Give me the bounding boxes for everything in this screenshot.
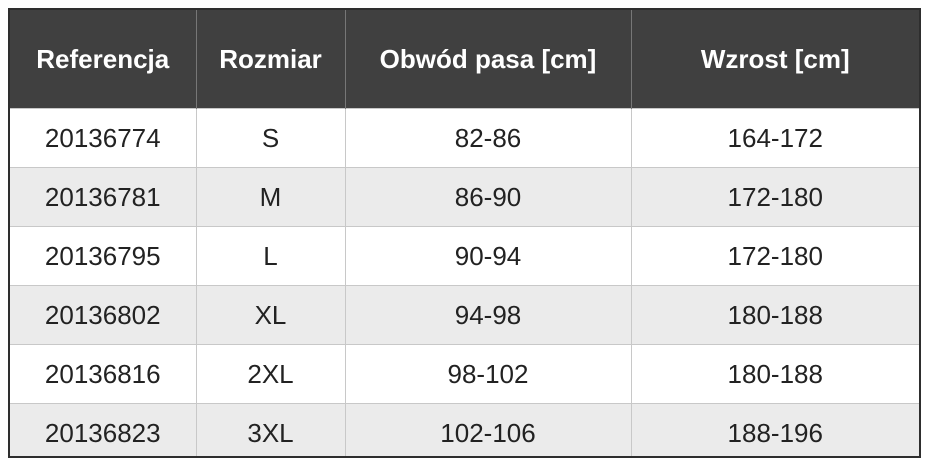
header-cell: Wzrost [cm]: [630, 10, 919, 109]
table-row: 20136781 M 86-90 172-180: [10, 167, 919, 227]
header-row: Referencja Rozmiar Obwód pasa [cm] Wzrost […: [10, 10, 919, 109]
table-cell: 102-106: [344, 403, 631, 456]
table-cell: L: [195, 226, 345, 286]
header-cell: Obwód pasa [cm]: [344, 10, 631, 109]
table-cell: 86-90: [344, 167, 631, 227]
table-row: 20136795 L 90-94 172-180: [10, 226, 919, 286]
table-cell: 180-188: [630, 285, 919, 345]
table-cell: 20136823: [10, 403, 196, 456]
table-cell: XL: [195, 285, 345, 345]
table-cell: S: [195, 108, 345, 168]
table-cell: 20136781: [10, 167, 196, 227]
table-cell: 172-180: [630, 226, 919, 286]
table-cell: 180-188: [630, 344, 919, 404]
table-row: 20136816 2XL 98-102 180-188: [10, 344, 919, 404]
size-table: Referencja Rozmiar Obwód pasa [cm] Wzrost […: [10, 10, 919, 456]
table-cell: 172-180: [630, 167, 919, 227]
header-cell: Rozmiar: [195, 10, 345, 109]
table-cell: 90-94: [344, 226, 631, 286]
table-cell: 94-98: [344, 285, 631, 345]
table-body: 20136774 S 82-86 164-172 20136781 M 86-90 172-1…: [10, 108, 919, 456]
table-row: 20136823 3XL 102-106 188-196: [10, 403, 919, 456]
table-cell: 20136774: [10, 108, 196, 168]
table-cell: 188-196: [630, 403, 919, 456]
size-table-frame: Referencja Rozmiar Obwód pasa [cm] Wzrost […: [8, 8, 921, 458]
table-row: 20136802 XL 94-98 180-188: [10, 285, 919, 345]
header-cell: Referencja: [10, 10, 196, 109]
table-cell: 164-172: [630, 108, 919, 168]
table-cell: 3XL: [195, 403, 345, 456]
table-cell: 98-102: [344, 344, 631, 404]
table-cell: 20136802: [10, 285, 196, 345]
table-cell: 20136816: [10, 344, 196, 404]
table-row: 20136774 S 82-86 164-172: [10, 108, 919, 168]
table-cell: 82-86: [344, 108, 631, 168]
table-cell: 2XL: [195, 344, 345, 404]
table-cell: 20136795: [10, 226, 196, 286]
table-cell: M: [195, 167, 345, 227]
